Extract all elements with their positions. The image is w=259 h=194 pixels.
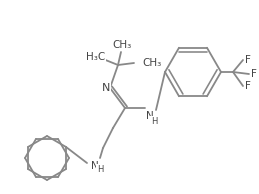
Text: F: F xyxy=(245,55,251,65)
Text: H₃C: H₃C xyxy=(86,52,106,62)
Text: F: F xyxy=(245,81,251,91)
Text: CH₃: CH₃ xyxy=(142,58,161,68)
Text: N: N xyxy=(146,111,154,121)
Text: CH₃: CH₃ xyxy=(112,40,132,50)
Text: N: N xyxy=(102,83,110,93)
Text: H: H xyxy=(97,165,103,173)
Text: F: F xyxy=(251,69,257,79)
Text: H: H xyxy=(151,117,157,126)
Text: N: N xyxy=(91,161,99,171)
